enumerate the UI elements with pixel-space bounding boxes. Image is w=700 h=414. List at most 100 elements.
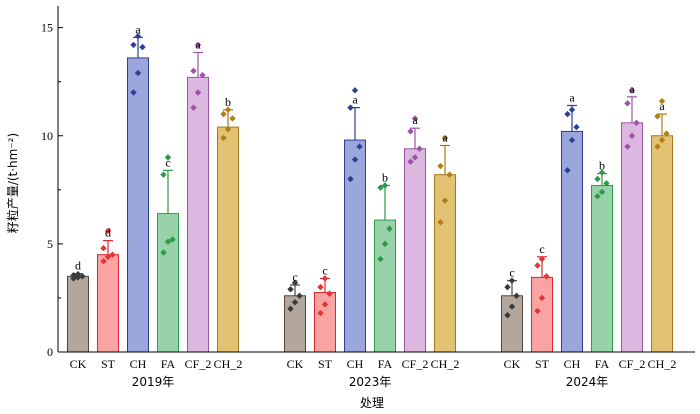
data-point — [633, 119, 640, 126]
data-point — [538, 294, 546, 302]
data-point — [534, 262, 541, 269]
category-label: ST — [535, 357, 550, 371]
bar-group: c CK c ST a CH b FA a CF_2 a CH_2 2024年 — [501, 82, 677, 389]
category-label: FA — [161, 357, 176, 371]
data-point — [321, 301, 329, 308]
data-point — [220, 134, 227, 142]
bar — [651, 135, 673, 353]
significance-label: c — [322, 263, 327, 277]
data-point — [199, 72, 206, 79]
data-point — [347, 175, 354, 183]
data-point — [104, 253, 112, 261]
data-point — [441, 134, 449, 142]
data-point — [446, 171, 453, 178]
data-point — [100, 257, 107, 265]
data-point — [504, 283, 511, 291]
significance-label: a — [135, 22, 141, 36]
data-point — [441, 197, 449, 204]
data-point — [287, 286, 294, 293]
chart-marks: d CK d ST a CH c FA a CF_2 b CH_2 2019年 c CK c ST a CH b FA a… — [67, 22, 677, 389]
data-point — [624, 100, 631, 107]
data-point — [564, 167, 571, 174]
category-label: FA — [378, 357, 393, 371]
significance-label: b — [599, 159, 605, 173]
data-point — [164, 154, 172, 161]
significance-label: a — [195, 37, 201, 51]
data-point — [130, 89, 137, 96]
category-label: CK — [70, 357, 87, 371]
data-point — [407, 128, 414, 135]
data-point — [351, 156, 359, 163]
significance-label: c — [292, 270, 297, 284]
significance-label: a — [412, 113, 418, 127]
data-point — [194, 41, 202, 49]
y-tick-label: 5 — [47, 237, 53, 251]
category-label: CH — [130, 357, 147, 371]
data-point — [513, 292, 520, 299]
data-point — [628, 132, 636, 139]
data-point — [628, 87, 636, 94]
bar — [187, 76, 209, 353]
significance-label: a — [442, 130, 448, 144]
data-point — [654, 143, 661, 150]
category-label: CH — [564, 357, 581, 371]
category-label: CF_2 — [402, 357, 429, 371]
bar — [591, 184, 613, 353]
data-point — [79, 273, 86, 280]
data-point — [164, 238, 172, 245]
significance-label: c — [539, 242, 544, 256]
significance-label: c — [509, 266, 514, 280]
significance-label: d — [75, 259, 81, 273]
group-label: 2023年 — [349, 375, 392, 389]
bar — [374, 219, 396, 353]
data-point — [437, 219, 444, 226]
bar — [621, 122, 643, 353]
significance-label: b — [225, 95, 231, 109]
data-point — [437, 162, 444, 170]
data-point — [534, 307, 541, 315]
data-point — [411, 154, 419, 161]
data-point — [296, 292, 303, 299]
category-label: ST — [318, 357, 333, 371]
data-point — [568, 136, 576, 144]
significance-label: a — [629, 82, 635, 96]
data-point — [130, 41, 137, 49]
data-point — [104, 227, 112, 235]
category-label: CF_2 — [185, 357, 212, 371]
data-point — [543, 273, 550, 280]
y-axis-title: 籽粒产量/(t·hm⁻²) — [5, 133, 20, 233]
data-point — [381, 182, 389, 189]
bar — [344, 139, 366, 353]
data-point — [594, 193, 601, 200]
data-point — [594, 175, 601, 183]
y-tick-label: 15 — [41, 21, 53, 35]
category-label: CH_2 — [648, 357, 677, 371]
data-point — [100, 245, 107, 252]
data-point — [568, 106, 576, 113]
data-point — [160, 171, 167, 178]
significance-label: a — [659, 99, 665, 113]
significance-label: a — [569, 90, 575, 104]
data-point — [291, 279, 299, 286]
bar-group: d CK d ST a CH c FA a CF_2 b CH_2 2019年 — [67, 22, 243, 389]
data-point — [624, 143, 631, 150]
data-point — [504, 312, 511, 319]
category-label: CH — [347, 357, 364, 371]
bar — [127, 57, 149, 353]
data-point — [407, 158, 414, 165]
data-point — [291, 299, 299, 306]
data-point — [169, 236, 176, 243]
data-point — [411, 115, 419, 122]
data-point — [663, 130, 670, 137]
data-point — [74, 274, 82, 281]
data-point — [134, 33, 142, 40]
data-point — [139, 43, 146, 51]
significance-label: b — [382, 170, 388, 184]
data-point — [386, 225, 393, 232]
group-label: 2019年 — [132, 375, 175, 389]
data-point — [326, 290, 333, 297]
bar — [67, 275, 89, 353]
category-label: CH_2 — [214, 357, 243, 371]
data-point — [573, 123, 580, 131]
